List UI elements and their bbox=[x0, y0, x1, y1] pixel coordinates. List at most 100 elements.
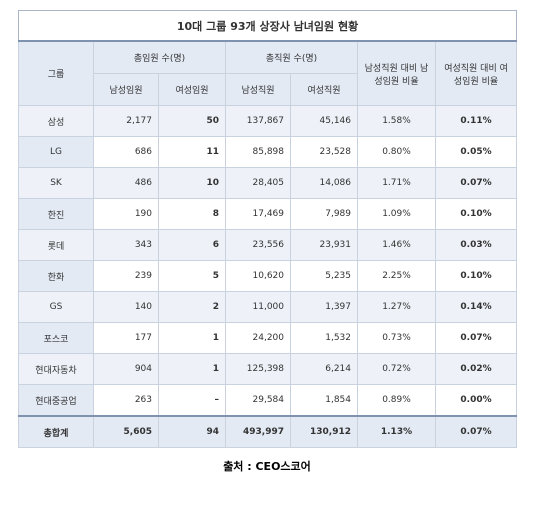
group-cell: 한화 bbox=[18, 260, 94, 292]
value-cell: 1.13% bbox=[357, 415, 436, 448]
value-cell: 14,086 bbox=[290, 167, 358, 199]
value-cell: 50 bbox=[158, 105, 226, 137]
value-cell: 5,235 bbox=[290, 260, 358, 292]
value-cell: 2 bbox=[158, 291, 226, 323]
header-cell: 총직원 수(명) bbox=[225, 40, 358, 74]
value-cell: 486 bbox=[93, 167, 159, 199]
group-cell: 포스코 bbox=[18, 322, 94, 354]
value-cell: 0.00% bbox=[434, 384, 518, 417]
value-cell: 177 bbox=[93, 322, 159, 354]
group-cell: 현대자동차 bbox=[18, 353, 94, 385]
value-cell: 130,912 bbox=[290, 415, 358, 448]
value-cell: 1.09% bbox=[357, 198, 436, 230]
header-cell: 그룹 bbox=[18, 40, 94, 106]
table-row: 총합계 5,605 94 493,997 130,912 1.13% 0.07% bbox=[18, 415, 518, 448]
value-cell: 5,605 bbox=[93, 415, 159, 448]
value-cell: 0.11% bbox=[434, 105, 518, 137]
value-cell: 0.10% bbox=[434, 198, 518, 230]
officer-table: 10대 그룹 93개 상장사 남녀임원 현황 그룹 총임원 수(명) 총직원 수… bbox=[17, 10, 518, 448]
value-cell: 1 bbox=[158, 353, 226, 385]
value-cell: 0.72% bbox=[357, 353, 436, 385]
value-cell: 0.10% bbox=[434, 260, 518, 292]
table-wrap: 10대 그룹 93개 상장사 남녀임원 현황 그룹 총임원 수(명) 총직원 수… bbox=[17, 10, 518, 474]
value-cell: 0.80% bbox=[357, 136, 436, 168]
value-cell: 11 bbox=[158, 136, 226, 168]
value-cell: 493,997 bbox=[225, 415, 291, 448]
value-cell: 94 bbox=[158, 415, 226, 448]
value-cell: 904 bbox=[93, 353, 159, 385]
group-cell: 한진 bbox=[18, 198, 94, 230]
value-cell: 1,854 bbox=[290, 384, 358, 417]
value-cell: 6,214 bbox=[290, 353, 358, 385]
value-cell: 23,528 bbox=[290, 136, 358, 168]
group-cell: 현대중공업 bbox=[18, 384, 94, 417]
group-cell: LG bbox=[18, 136, 94, 168]
table-row: SK 486 10 28,405 14,086 1.71% 0.07% bbox=[18, 167, 518, 199]
value-cell: 0.14% bbox=[434, 291, 518, 323]
value-cell: 23,556 bbox=[225, 229, 291, 261]
value-cell: 23,931 bbox=[290, 229, 358, 261]
value-cell: 0.07% bbox=[434, 167, 518, 199]
group-cell: 삼성 bbox=[18, 105, 94, 137]
value-cell: 0.05% bbox=[434, 136, 518, 168]
value-cell: 2.25% bbox=[357, 260, 436, 292]
value-cell: 7,989 bbox=[290, 198, 358, 230]
value-cell: 1.58% bbox=[357, 105, 436, 137]
table-row: 현대자동차 904 1 125,398 6,214 0.72% 0.02% bbox=[18, 353, 518, 385]
value-cell: 1.71% bbox=[357, 167, 436, 199]
value-cell: 343 bbox=[93, 229, 159, 261]
value-cell: 686 bbox=[93, 136, 159, 168]
table-row: GS 140 2 11,000 1,397 1.27% 0.14% bbox=[18, 291, 518, 323]
source-note: 출처 : CEO스코어 bbox=[223, 460, 311, 473]
value-cell: 1 bbox=[158, 322, 226, 354]
value-cell: 5 bbox=[158, 260, 226, 292]
value-cell: 0.02% bbox=[434, 353, 518, 385]
table-row: 현대중공업 263–29,584 1,854 0.89% 0.00% bbox=[18, 384, 518, 417]
group-cell: GS bbox=[18, 291, 94, 323]
value-cell: 1,532 bbox=[290, 322, 358, 354]
group-cell: SK bbox=[18, 167, 94, 199]
value-cell: 263 bbox=[93, 384, 159, 417]
table-row: 포스코 177 1 24,200 1,532 0.73% 0.07% bbox=[18, 322, 518, 354]
value-cell: 0.07% bbox=[434, 322, 518, 354]
value-cell: – bbox=[158, 384, 226, 417]
header-cell: 총임원 수(명) bbox=[93, 40, 226, 74]
value-cell: 239 bbox=[93, 260, 159, 292]
value-cell: 29,584 bbox=[225, 384, 291, 417]
table-row: 한진 190 8 17,469 7,989 1.09% 0.10% bbox=[18, 198, 518, 230]
value-cell: 11,000 bbox=[225, 291, 291, 323]
subheader-cell: 여성임원 bbox=[158, 73, 226, 106]
value-cell: 10 bbox=[158, 167, 226, 199]
header-cell: 남성직원 대비 남성임원 비율 bbox=[357, 40, 436, 106]
table-row: 롯데 343 6 23,556 23,931 1.46% 0.03% bbox=[18, 229, 518, 261]
table-row: 한화 239 5 10,620 5,235 2.25% 0.10% bbox=[18, 260, 518, 292]
value-cell: 0.89% bbox=[357, 384, 436, 417]
value-cell: 28,405 bbox=[225, 167, 291, 199]
value-cell: 0.03% bbox=[434, 229, 518, 261]
value-cell: 0.07% bbox=[434, 415, 518, 448]
value-cell: 137,867 bbox=[225, 105, 291, 137]
subheader-cell: 남성직원 bbox=[225, 73, 291, 106]
group-cell: 롯데 bbox=[18, 229, 94, 261]
table-title: 10대 그룹 93개 상장사 남녀임원 현황 bbox=[17, 10, 518, 42]
value-cell: 10,620 bbox=[225, 260, 291, 292]
value-cell: 140 bbox=[93, 291, 159, 323]
value-cell: 190 bbox=[93, 198, 159, 230]
subheader-cell: 남성임원 bbox=[93, 73, 159, 106]
value-cell: 1.27% bbox=[357, 291, 436, 323]
table-row: LG 686 11 85,898 23,528 0.80% 0.05% bbox=[18, 136, 518, 168]
header-cell: 여성직원 대비 여성임원 비율 bbox=[434, 40, 518, 106]
value-cell: 2,177 bbox=[93, 105, 159, 137]
value-cell: 6 bbox=[158, 229, 226, 261]
value-cell: 24,200 bbox=[225, 322, 291, 354]
table-row: 삼성 2,177 50 137,867 45,146 1.58% 0.11% bbox=[18, 105, 518, 137]
value-cell: 0.73% bbox=[357, 322, 436, 354]
value-cell: 1,397 bbox=[290, 291, 358, 323]
value-cell: 125,398 bbox=[225, 353, 291, 385]
value-cell: 8 bbox=[158, 198, 226, 230]
table-body: 삼성 2,177 50 137,867 45,146 1.58% 0.11% LG 686 11 8… bbox=[18, 105, 518, 448]
value-cell: 85,898 bbox=[225, 136, 291, 168]
group-cell: 총합계 bbox=[18, 415, 94, 448]
subheader-cell: 여성직원 bbox=[290, 73, 358, 106]
